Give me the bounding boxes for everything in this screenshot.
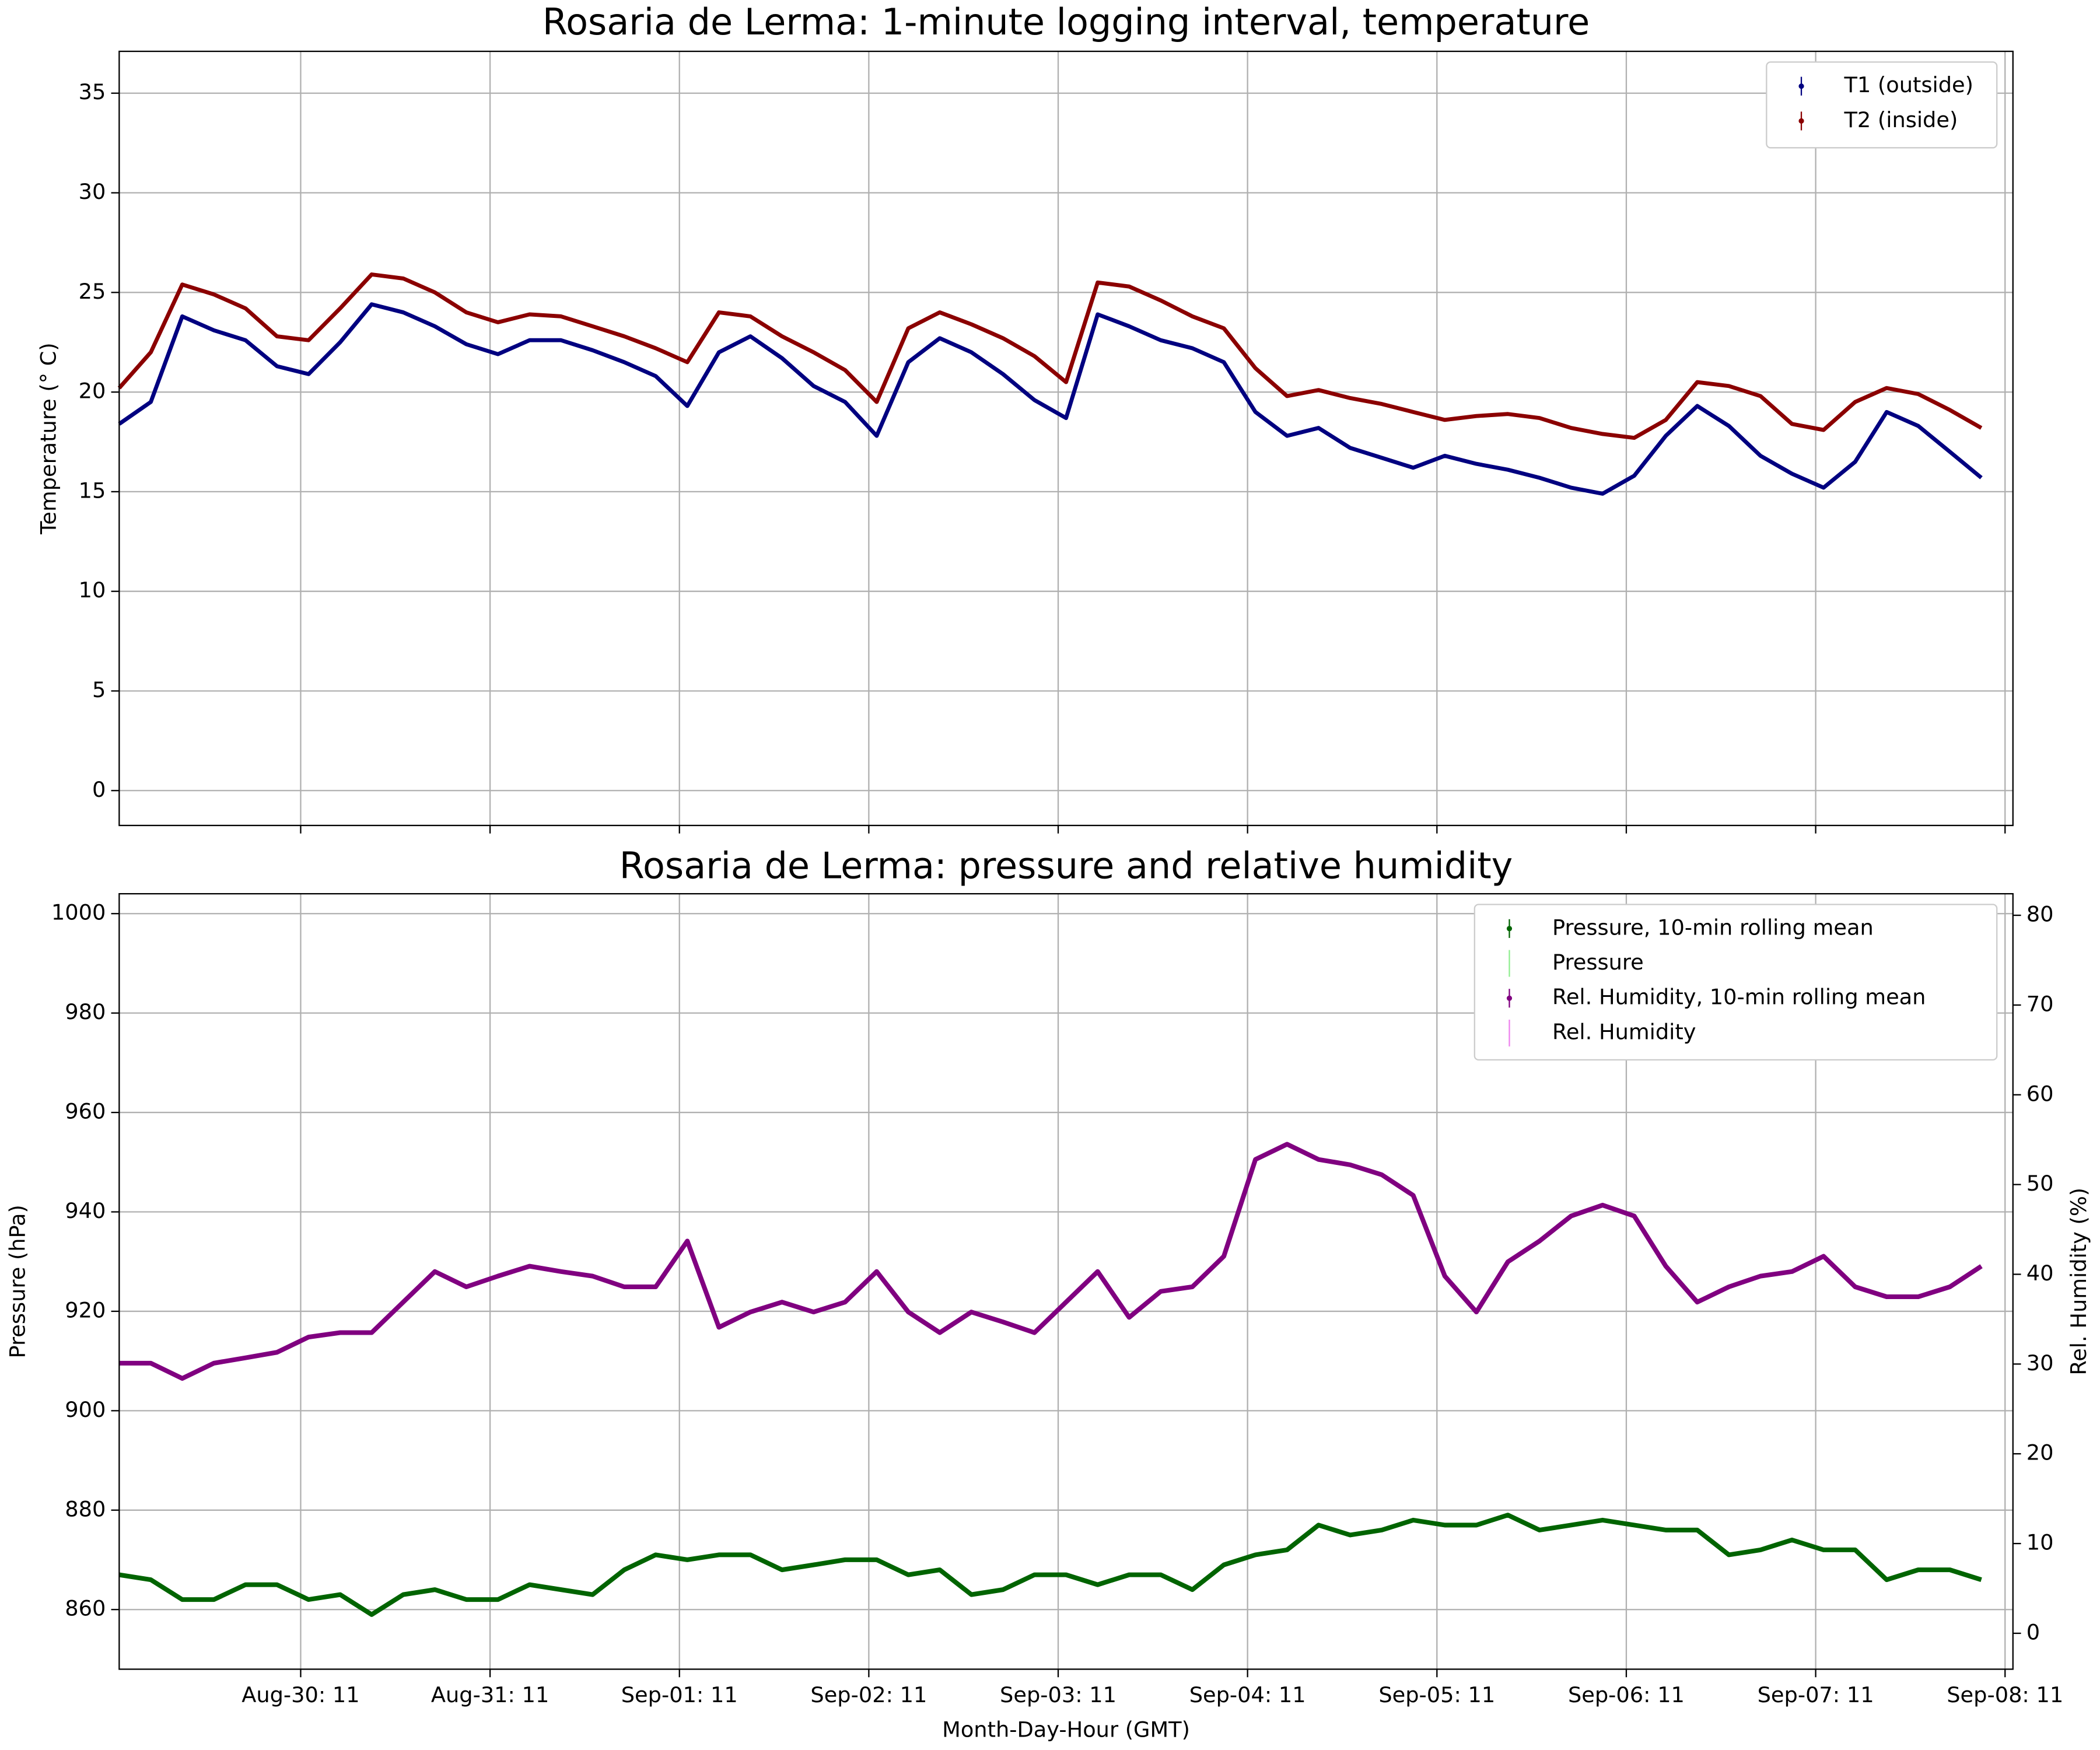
legend-label: Rel. Humidity, 10-min rolling mean — [1552, 985, 1926, 1010]
y2-tick-label: 0 — [2027, 1619, 2040, 1644]
legend-marker — [1506, 995, 1513, 1001]
x-tick-label: Sep-08: 11 — [1947, 1682, 2063, 1707]
legend-label: Rel. Humidity — [1552, 1019, 1696, 1044]
x-tick-label: Sep-03: 11 — [1000, 1682, 1116, 1707]
legend-box — [1474, 904, 1998, 1060]
legend-box — [1766, 61, 1998, 149]
y-tick-label: 940 — [65, 1198, 106, 1223]
y-tick-label: 0 — [92, 777, 106, 802]
y2-tick-label: 40 — [2027, 1261, 2054, 1286]
y-tick-label: 860 — [65, 1596, 106, 1621]
y-tick-label: 880 — [65, 1496, 106, 1521]
y2-tick-label: 20 — [2027, 1440, 2054, 1465]
y-tick-label: 960 — [65, 1099, 106, 1124]
x-tick-label: Sep-04: 11 — [1189, 1682, 1306, 1707]
y-tick-label: 15 — [79, 478, 106, 503]
y2-tick-label: 50 — [2027, 1171, 2054, 1196]
y2-tick-label: 60 — [2027, 1081, 2054, 1106]
x-tick-label: Sep-06: 11 — [1568, 1682, 1685, 1707]
plot-frame — [118, 50, 2014, 827]
y-tick-label: 30 — [79, 179, 106, 204]
y-tick-label: 25 — [79, 279, 106, 304]
y-tick-label: 920 — [65, 1297, 106, 1322]
x-tick-label: Sep-07: 11 — [1758, 1682, 1874, 1707]
x-tick-label: Aug-30: 11 — [242, 1682, 359, 1707]
y-tick-label: 20 — [79, 379, 106, 404]
legend-label: Pressure — [1552, 950, 1644, 975]
x-tick-label: Sep-05: 11 — [1378, 1682, 1495, 1707]
y2-tick-label: 30 — [2027, 1350, 2054, 1376]
y-axis-label: Pressure (hPa) — [5, 1205, 30, 1358]
x-tick-label: Sep-02: 11 — [810, 1682, 927, 1707]
y2-tick-label: 70 — [2027, 991, 2054, 1016]
y-tick-label: 900 — [65, 1397, 106, 1422]
y2-tick-label: 10 — [2027, 1530, 2054, 1555]
y2-axis-label: Rel. Humidity (%) — [2066, 1188, 2091, 1376]
chart-title: Rosaria de Lerma: 1-minute logging inter… — [542, 1, 1590, 43]
y-tick-label: 980 — [65, 999, 106, 1024]
data-line — [118, 1513, 1982, 1617]
x-tick-label: Aug-31: 11 — [431, 1682, 549, 1707]
data-line — [119, 1142, 1983, 1381]
y2-tick-label: 80 — [2027, 902, 2054, 927]
legend-label: Pressure, 10-min rolling mean — [1552, 915, 1874, 940]
data-line — [119, 1143, 1982, 1380]
y-tick-label: 35 — [79, 79, 106, 104]
legend-marker — [1506, 926, 1513, 932]
y-tick-label: 1000 — [51, 900, 106, 925]
data-line — [117, 272, 1983, 440]
chart-title: Rosaria de Lerma: pressure and relative … — [620, 845, 1513, 887]
y-tick-label: 10 — [79, 578, 106, 603]
data-line — [118, 302, 1983, 496]
legend-marker — [1798, 118, 1804, 124]
x-axis-label: Month-Day-Hour (GMT) — [942, 1717, 1190, 1742]
plot-frame — [118, 892, 2014, 1670]
legend-label: T1 (outside) — [1843, 72, 1973, 97]
x-tick-label: Sep-01: 11 — [621, 1682, 738, 1707]
y-tick-label: 5 — [92, 677, 106, 702]
y-axis-label: Temperature (° C) — [36, 342, 61, 535]
legend-marker — [1798, 83, 1804, 89]
legend-label: T2 (inside) — [1843, 107, 1958, 132]
